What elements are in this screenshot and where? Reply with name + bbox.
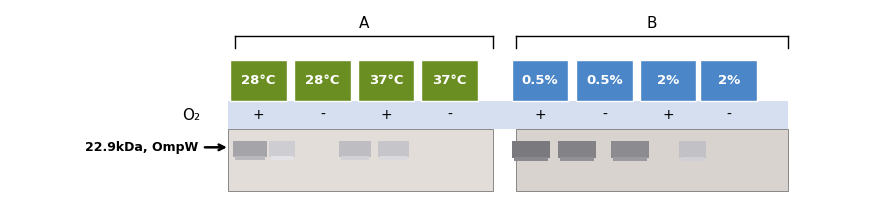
Bar [516,129,788,191]
Text: A: A [359,16,369,31]
Bar [342,156,369,160]
Text: 0.5%: 0.5% [586,74,623,87]
Text: 37°C: 37°C [368,74,403,87]
Bar [679,141,706,158]
Bar [613,157,647,161]
Bar [227,129,493,191]
Bar [560,157,594,161]
Bar [640,60,697,101]
Bar [380,156,408,160]
Text: 22.9kDa, OmpW: 22.9kDa, OmpW [86,141,199,154]
Text: O₂: O₂ [182,108,200,123]
Bar [558,141,596,158]
Text: +: + [380,108,392,122]
Text: 2%: 2% [657,74,679,87]
Text: 28°C: 28°C [242,74,276,87]
Bar [230,60,287,101]
Bar [358,60,414,101]
Bar [339,141,371,157]
Bar [514,157,548,161]
Bar [235,156,266,160]
Text: -: - [602,108,607,122]
Bar [576,60,632,101]
Bar [271,156,293,160]
Text: -: - [320,108,325,122]
Bar [268,141,295,157]
Bar [421,60,478,101]
Text: +: + [662,108,673,122]
Bar [377,141,409,157]
Text: 28°C: 28°C [305,74,340,87]
Text: -: - [726,108,731,122]
Text: B: B [647,16,657,31]
Text: 0.5%: 0.5% [522,74,558,87]
Text: +: + [534,108,546,122]
Text: +: + [253,108,265,122]
Bar [681,157,704,161]
Bar [233,141,268,157]
Text: -: - [447,108,452,122]
Text: 37°C: 37°C [433,74,467,87]
Bar [611,141,649,158]
Text: 2%: 2% [718,74,740,87]
Bar [512,60,568,101]
Bar [227,101,788,129]
Bar [700,60,757,101]
Bar [512,141,549,158]
Bar [294,60,351,101]
